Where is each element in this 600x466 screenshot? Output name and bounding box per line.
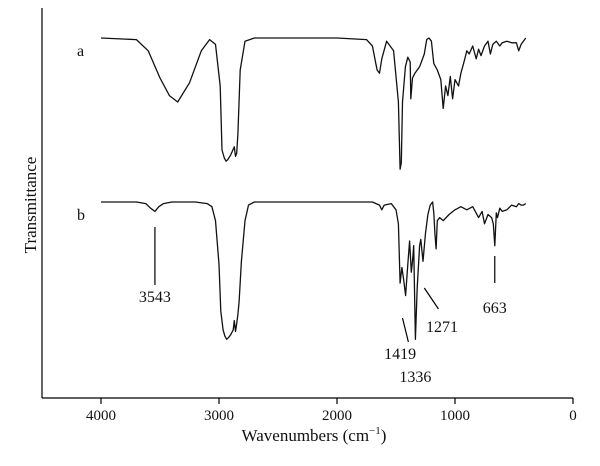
x-tick-label: 0 bbox=[569, 408, 577, 424]
spectrum-line-b bbox=[101, 201, 527, 340]
series-label-a: a bbox=[77, 43, 84, 60]
peak-label-1336: 1336 bbox=[399, 369, 431, 386]
spectrum-line-a bbox=[100, 37, 527, 170]
peak-label-1271: 1271 bbox=[426, 319, 458, 336]
x-axis-title: Wavenumbers (cm−1) bbox=[242, 425, 387, 445]
peak-label-663: 663 bbox=[483, 300, 507, 317]
peak-label-3543: 3543 bbox=[139, 289, 171, 306]
x-tick-label: 1000 bbox=[440, 408, 470, 424]
series-label-b: b bbox=[77, 207, 85, 224]
peak-annotations: 3543 1419 1336 1271 663 bbox=[139, 227, 507, 386]
x-axis-title-superscript: −1 bbox=[369, 425, 381, 437]
peak-leader-1419 bbox=[401, 317, 409, 343]
plot-frame bbox=[41, 8, 573, 399]
x-tick-label: 2000 bbox=[322, 408, 352, 424]
x-axis-ticks: 4000 3000 2000 1000 0 bbox=[86, 398, 577, 424]
y-axis-title: Transmittance bbox=[21, 157, 40, 254]
x-tick-label: 3000 bbox=[204, 408, 234, 424]
spectrum-series: ab bbox=[77, 37, 527, 340]
x-axis-title-close: ) bbox=[381, 426, 387, 445]
peak-label-1419: 1419 bbox=[384, 346, 416, 363]
x-axis-title-main: Wavenumbers (cm bbox=[242, 426, 370, 445]
peak-leader-1271 bbox=[423, 287, 439, 310]
x-tick-label: 4000 bbox=[86, 408, 116, 424]
